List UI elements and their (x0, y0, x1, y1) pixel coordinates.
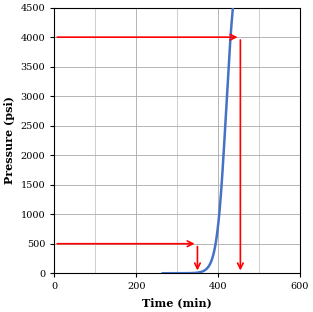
X-axis label: Time (min): Time (min) (142, 297, 212, 308)
Y-axis label: Pressure (psi): Pressure (psi) (4, 96, 15, 184)
